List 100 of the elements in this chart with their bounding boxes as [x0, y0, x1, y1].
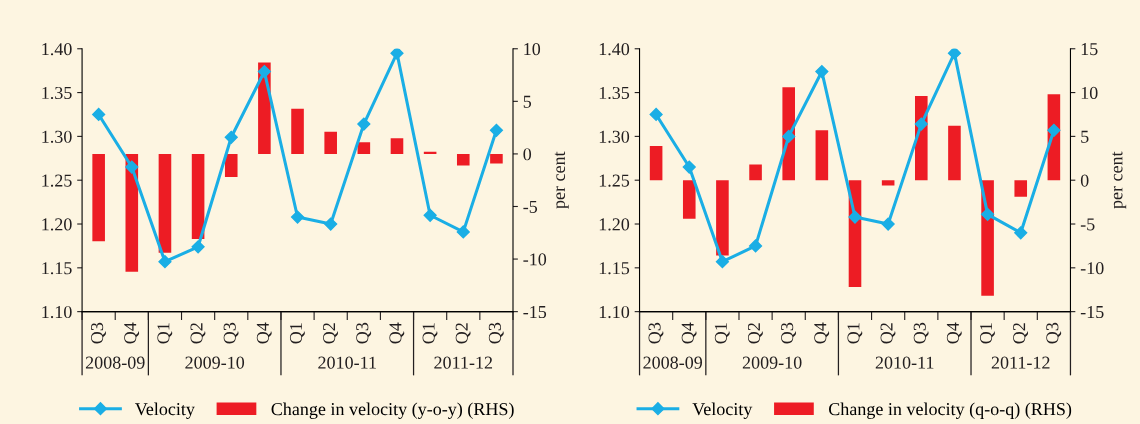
point	[324, 217, 338, 231]
point	[125, 160, 139, 174]
bar	[423, 151, 437, 154]
point	[489, 123, 504, 137]
y-tick-label: 1.30	[599, 130, 630, 143]
x-tick-label: Q3	[356, 322, 372, 344]
y2-tick-label: 10	[1081, 86, 1098, 100]
point	[1014, 226, 1028, 240]
text: 2011-12	[991, 356, 1050, 369]
bar	[92, 153, 105, 242]
x-tick-label: Q1	[157, 323, 173, 344]
point	[390, 48, 404, 60]
bar	[649, 146, 663, 181]
point	[715, 255, 729, 269]
text: 2010-11	[318, 356, 376, 369]
y2-tick-label: -10	[1080, 262, 1104, 275]
x-tick-label: Q3	[648, 322, 664, 344]
bar	[948, 125, 961, 181]
text: 2010-11	[875, 356, 934, 369]
y-tick-label: 1.30	[42, 130, 72, 143]
point	[649, 107, 663, 122]
x-tick-label: Q4	[124, 322, 140, 344]
y-tick-label: 1.20	[599, 218, 630, 231]
legend-label: Velocity	[134, 402, 195, 419]
point	[191, 240, 205, 254]
x-tick-label: Q1	[289, 323, 305, 344]
text: 2011-12	[434, 356, 493, 369]
legend-label: Velocity	[692, 402, 753, 419]
text: 2009-10	[185, 356, 245, 369]
bar	[357, 142, 371, 154]
y-tick-label: 1.35	[42, 86, 72, 100]
point	[423, 208, 437, 222]
y-tick-label: 1.40	[42, 43, 72, 56]
bar	[682, 180, 696, 219]
x-tick-label: Q3	[913, 322, 929, 344]
point	[981, 207, 995, 221]
bar	[191, 153, 205, 240]
point	[290, 210, 305, 224]
bar	[324, 131, 337, 154]
x-tick-label: Q4	[814, 322, 830, 344]
x-tick-label: Q1	[714, 323, 730, 344]
y-tick-label: 1.40	[599, 43, 630, 56]
y2-tick-label: -15	[1080, 305, 1104, 319]
point	[158, 255, 172, 269]
legend-label: Change in velocity (q-o-q) (RHS)	[828, 402, 1072, 419]
y2-tick-label: 0	[523, 148, 532, 161]
x-tick-label: Q2	[1013, 323, 1029, 344]
text: 2008-09	[643, 356, 703, 369]
bar	[224, 153, 238, 178]
y2-tick-label: 15	[1081, 43, 1098, 56]
x-tick-label: Q1	[422, 323, 438, 344]
point	[257, 64, 271, 79]
y-tick-label: 1.25	[599, 174, 630, 187]
point	[815, 64, 829, 79]
y2-tick-label: -5	[1080, 218, 1095, 231]
y-tick-label: 1.35	[599, 86, 630, 100]
x-tick-label: Q3	[91, 322, 106, 344]
text: 2008-09	[85, 356, 145, 369]
point	[682, 160, 696, 174]
x-tick-label: Q2	[455, 323, 471, 344]
bar	[1014, 180, 1028, 197]
y2-tick-label: 5	[1081, 130, 1089, 143]
y-tick-label: 1.15	[599, 262, 630, 275]
bar	[490, 153, 503, 164]
y2-axis-title: per cent	[554, 151, 569, 209]
x-tick-label: Q3	[781, 322, 796, 344]
y2-tick-label: -5	[523, 200, 538, 213]
bar	[291, 108, 304, 154]
x-tick-label: Q2	[747, 323, 763, 344]
point	[456, 225, 470, 239]
y2-tick-label: -15	[523, 305, 547, 319]
y-tick-label: 1.15	[42, 262, 72, 275]
x-tick-label: Q2	[190, 323, 206, 344]
point	[914, 117, 928, 131]
bar	[456, 153, 470, 166]
x-tick-label: Q4	[681, 322, 697, 344]
x-tick-label: Q3	[488, 322, 504, 344]
x-tick-label: Q4	[389, 322, 405, 344]
y2-tick-label: 10	[524, 43, 541, 56]
point	[748, 239, 763, 253]
x-tick-label: Q1	[979, 323, 995, 344]
bar	[881, 180, 895, 186]
text: 2009-10	[742, 356, 802, 369]
y-tick-label: 1.10	[42, 305, 72, 319]
y-tick-label: 1.20	[42, 218, 72, 231]
point	[881, 217, 895, 231]
y2-tick-label: 5	[523, 95, 532, 108]
point	[947, 48, 962, 60]
x-tick-label: Q4	[256, 322, 272, 344]
bar	[158, 153, 172, 253]
bar	[815, 130, 829, 181]
legend-label: Change in velocity (y-o-y) (RHS)	[271, 402, 514, 419]
y-tick-label: 1.25	[42, 174, 72, 187]
bar	[716, 180, 729, 256]
x-tick-label: Q3	[223, 322, 239, 344]
point	[782, 129, 796, 143]
bar	[749, 164, 762, 181]
y2-axis-title: per cent	[1112, 151, 1127, 209]
point	[848, 210, 862, 224]
y2-tick-label: -10	[523, 253, 547, 266]
